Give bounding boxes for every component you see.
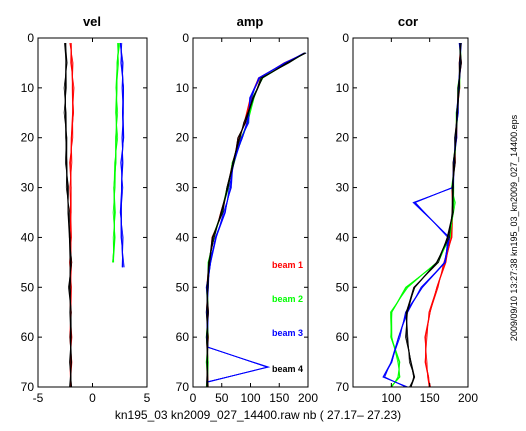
- amp-ytick-label: 70: [176, 380, 190, 394]
- legend-beam-3: beam 3: [272, 328, 303, 338]
- cor-ytick-label: 0: [342, 31, 349, 45]
- vel-series-3-trace: [112, 42, 119, 263]
- cor-series-1-trace: [424, 42, 462, 388]
- cor-series-3-trace: [382, 42, 462, 388]
- cor-xtick-label: 200: [458, 391, 478, 405]
- amp-ticks: 0 50 100 150 200 0 10 20 30 40 50 60 70: [176, 31, 319, 405]
- amp-xtick-label: 200: [298, 391, 318, 405]
- vel-ytick-label: 0: [27, 31, 34, 45]
- amp-ytick-label: 0: [182, 31, 189, 45]
- vel-xtick-label: 0: [89, 391, 96, 405]
- amp-series-4-trace: [205, 52, 305, 388]
- amp-ytick-label: 60: [176, 330, 190, 344]
- cor-xtick-label: 100: [381, 391, 401, 405]
- legend-beam-1: beam 1: [272, 260, 303, 270]
- cor-ytick-label: 10: [336, 81, 350, 95]
- vel-title: vel: [83, 14, 101, 29]
- cor-title: cor: [398, 14, 418, 29]
- cor-axes-frame: [352, 37, 469, 388]
- cor-ytick-label: 50: [336, 280, 350, 294]
- legend-beam-4: beam 4: [272, 364, 303, 374]
- vel-xtick-label: 5: [144, 391, 151, 405]
- vel-axes-frame: [37, 37, 148, 388]
- cor-series-4-trace: [405, 42, 462, 388]
- cor-ticks: 100 150 200 0 10 20 30 40 50 60 70: [336, 31, 479, 405]
- amp-xtick-label: 100: [240, 391, 260, 405]
- amp-title: amp: [237, 14, 264, 29]
- vel-series-4-trace: [119, 42, 125, 268]
- cor-series-3-trace: [382, 42, 461, 388]
- cor-ytick-label: 30: [336, 181, 350, 195]
- vel-ytick-label: 30: [21, 181, 35, 195]
- amp-ytick-label: 50: [176, 280, 190, 294]
- amp-xtick-label: 0: [190, 391, 197, 405]
- cor-ytick-label: 20: [336, 131, 350, 145]
- cor-series-3-line: [384, 42, 462, 388]
- vel-curves: [63, 42, 125, 388]
- side-caption: 2009/09/10 13:27:38 kn195_03_kn2009_027_…: [509, 114, 519, 341]
- cor-series-1-trace: [425, 42, 462, 388]
- amp-ytick-label: 40: [176, 230, 190, 244]
- cor-ytick-label: 60: [336, 330, 350, 344]
- x-axis-caption: kn195_03 kn2009_027_14400.raw nb ( 27.17…: [115, 408, 401, 422]
- amp-curves: [205, 52, 307, 388]
- cor-curves: [382, 42, 462, 388]
- cor-series-3-trace: [383, 43, 461, 388]
- vel-ytick-label: 60: [21, 330, 35, 344]
- amp-ytick-label: 10: [176, 81, 190, 95]
- amp-xtick-label: 150: [269, 391, 289, 405]
- vel-ytick-label: 50: [21, 280, 35, 294]
- vel-ytick-label: 10: [21, 81, 35, 95]
- vel-ytick-label: 20: [21, 131, 35, 145]
- amp-ytick-label: 30: [176, 181, 190, 195]
- vel-series-2-trace: [63, 42, 73, 388]
- amp-legend: beam 1 beam 2 beam 3 beam 4: [272, 260, 303, 374]
- amp-xtick-label: 50: [215, 391, 229, 405]
- amp-ytick-label: 20: [176, 131, 190, 145]
- cor-series-1-trace: [425, 42, 462, 388]
- cor-ytick-label: 70: [336, 380, 350, 394]
- vel-xtick-label: -5: [33, 391, 44, 405]
- cor-series-3-trace: [382, 42, 461, 388]
- vel-ytick-label: 70: [21, 380, 35, 394]
- cor-ytick-label: 40: [336, 230, 350, 244]
- cor-xtick-label: 150: [420, 391, 440, 405]
- vel-ytick-label: 40: [21, 230, 35, 244]
- cor-panel: cor 100 150 200 0 10 20 30 40 50 60 70: [336, 14, 479, 405]
- cor-series-1-trace: [425, 43, 461, 388]
- cor-series-1-line: [424, 42, 462, 388]
- legend-beam-2: beam 2: [272, 294, 303, 304]
